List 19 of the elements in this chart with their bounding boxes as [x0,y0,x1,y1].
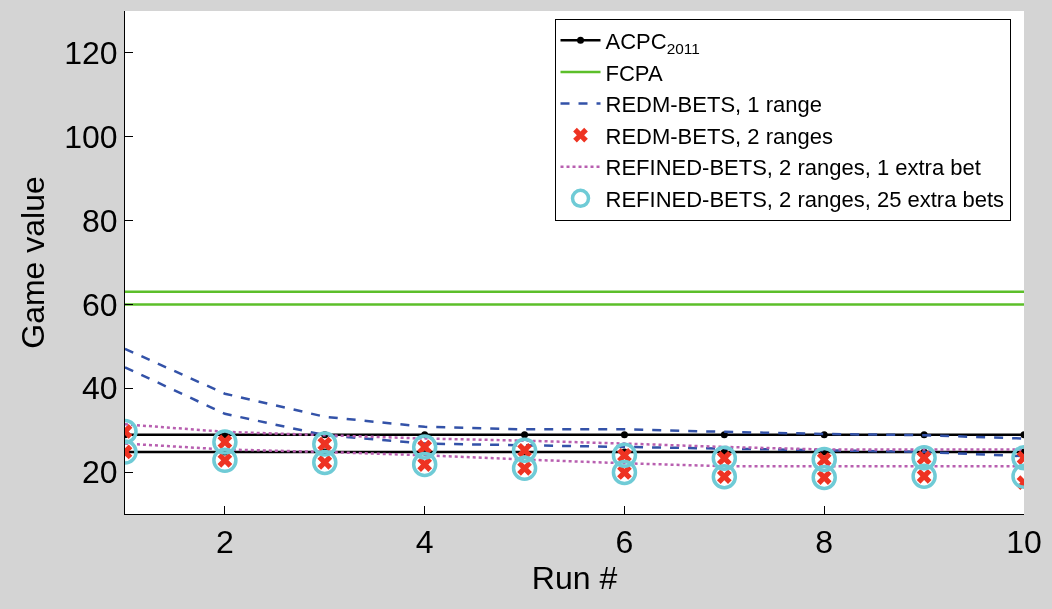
legend-label: REDM-BETS, 2 ranges [605,123,833,149]
legend-label: ACPC$_{2011}$ [605,28,700,57]
legend-label: FCPA [605,60,663,86]
x-axis-title: Run # [531,560,618,597]
y-tick-label: 20 [82,454,118,491]
legend-label: REFINED-BETS, 2 ranges, 25 extra bets [605,186,1005,212]
y-tick-label: 40 [82,370,118,407]
y-axis-title: Game value [14,176,51,349]
y-tick-label: 120 [64,35,118,72]
x-tick-label: 4 [415,524,434,561]
y-tick-label: 80 [82,202,118,239]
y-tick-label: 60 [82,286,118,323]
legend-label: REDM-BETS, 1 range [605,92,822,118]
x-tick-label: 10 [1006,524,1042,561]
x-tick-label: 6 [615,524,634,561]
x-tick-label: 8 [815,524,834,561]
y-tick-label: 100 [64,118,118,155]
legend-label: REFINED-BETS, 2 ranges, 1 extra bet [605,155,981,181]
x-tick-label: 2 [215,524,234,561]
